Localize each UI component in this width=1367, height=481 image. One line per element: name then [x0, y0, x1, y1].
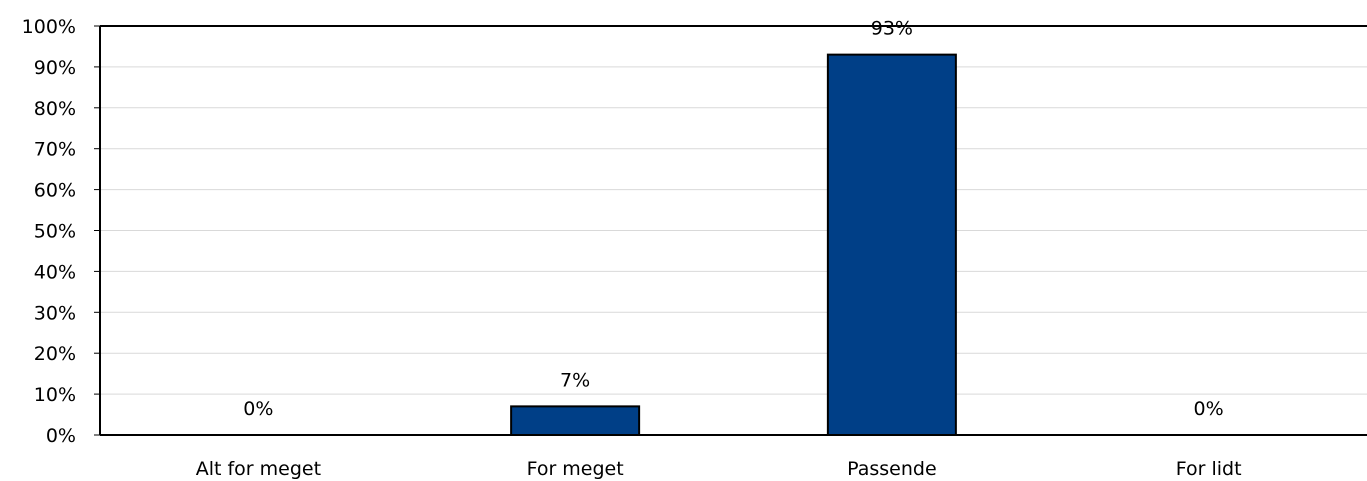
axes [94, 25, 1367, 436]
data-label: 93% [871, 18, 913, 40]
y-tick-label: 50% [34, 221, 76, 243]
x-axis-category-labels: Alt for meget For meget Passende For lidt [196, 458, 1242, 480]
y-tick-label: 0% [46, 425, 76, 447]
data-label: 0% [1194, 398, 1224, 420]
y-tick-label: 40% [34, 261, 76, 283]
y-tick-label: 30% [34, 302, 76, 324]
gridlines [100, 25, 1367, 395]
data-label: 0% [243, 398, 273, 420]
x-category-label: For meget [527, 458, 624, 480]
data-label: 7% [560, 369, 590, 391]
y-tick-label: 90% [34, 57, 76, 79]
bars [510, 53, 957, 436]
y-axis-tick-labels: 0% 10% 20% 30% 40% 50% 60% 70% 80% 90% 100% [22, 16, 76, 447]
x-category-label: For lidt [1176, 458, 1242, 480]
x-category-label: Alt for meget [196, 458, 321, 480]
bar-for-meget [510, 405, 641, 436]
y-tick-label: 20% [34, 343, 76, 365]
data-labels: 0% 7% 93% 0% [243, 18, 1223, 420]
y-tick-label: 10% [34, 384, 76, 406]
x-category-label: Passende [847, 458, 937, 480]
y-tick-label: 100% [22, 16, 76, 38]
y-tick-label: 80% [34, 98, 76, 120]
y-tick-label: 70% [34, 139, 76, 161]
y-tick-label: 60% [34, 180, 76, 202]
bar-passende [826, 53, 957, 436]
